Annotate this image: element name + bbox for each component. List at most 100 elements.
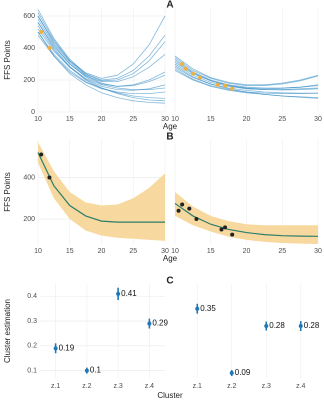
x-tick-label: z.4 [296, 383, 305, 390]
x-tick-label: 25 [278, 248, 286, 255]
curve [37, 25, 166, 102]
curve [174, 68, 319, 94]
curve [37, 18, 166, 87]
curve [174, 57, 319, 86]
x-tick-label: 15 [66, 248, 74, 255]
y-tick-label: 0.2 [27, 343, 37, 350]
x-tick-label: 25 [129, 248, 137, 255]
estimate-point [84, 368, 89, 373]
x-axis-label: Cluster [157, 391, 183, 400]
panel-label: B [166, 132, 173, 143]
x-tick-label: z.1 [51, 383, 60, 390]
x-tick-label: 10 [171, 248, 179, 255]
curve [174, 60, 319, 91]
x-tick-label: 20 [243, 116, 251, 123]
x-tick-label: z.2 [227, 383, 236, 390]
curve [37, 12, 166, 82]
data-point [215, 82, 220, 87]
x-tick-label: z.4 [145, 383, 154, 390]
data-point [230, 232, 235, 237]
x-tick-label: 20 [98, 248, 106, 255]
data-point [223, 225, 228, 230]
y-tick-label: 400 [23, 45, 35, 52]
value-label: 0.1 [90, 366, 102, 375]
value-label: 0.35 [200, 304, 216, 313]
y-axis-label: FFS Points [3, 40, 12, 80]
data-point [180, 202, 185, 207]
curve [37, 31, 166, 104]
x-tick-label: 10 [34, 116, 42, 123]
estimate-point [229, 371, 234, 376]
x-tick-label: z.3 [262, 383, 271, 390]
y-axis-label: Cluster estimation [3, 299, 12, 363]
x-tick-label: 25 [129, 116, 137, 123]
panel-label: C [166, 276, 173, 287]
x-tick-label: 15 [207, 116, 215, 123]
x-axis-label: Age [163, 254, 178, 263]
x-tick-label: z.1 [193, 383, 202, 390]
x-tick-label: 30 [314, 116, 322, 123]
curve [174, 66, 318, 94]
value-label: 0.19 [59, 343, 75, 352]
estimate-point [147, 321, 152, 326]
x-tick-label: 30 [314, 248, 322, 255]
x-tick-label: z.2 [82, 383, 91, 390]
x-tick-label: 10 [34, 248, 42, 255]
panel-label: A [166, 0, 173, 11]
y-tick-label: 0.1 [27, 367, 37, 374]
curve [37, 22, 166, 91]
data-point [230, 86, 235, 91]
value-label: 0.29 [152, 319, 168, 328]
x-tick-label: 15 [207, 248, 215, 255]
y-tick-label: 200 [23, 77, 35, 84]
data-point [39, 152, 44, 157]
estimate-point [53, 346, 58, 351]
value-label: 0.28 [269, 321, 285, 330]
value-label: 0.28 [304, 321, 320, 330]
data-point [219, 227, 224, 232]
x-tick-label: z.3 [113, 383, 122, 390]
x-tick-label: 30 [161, 248, 169, 255]
data-point [39, 30, 44, 34]
y-tick-label: 400 [23, 174, 35, 181]
x-tick-label: 20 [243, 248, 251, 255]
x-tick-label: 15 [66, 116, 74, 123]
x-tick-label: 25 [278, 116, 286, 123]
data-point [190, 71, 195, 76]
data-point [180, 62, 185, 66]
estimate-point [298, 324, 303, 329]
curve [174, 55, 319, 86]
fit-line [37, 152, 165, 223]
data-point [176, 208, 181, 213]
data-point [223, 83, 228, 88]
y-tick-label: 600 [23, 13, 35, 20]
data-point [187, 206, 192, 211]
value-label: 0.09 [235, 368, 251, 377]
value-label: 0.41 [121, 289, 137, 298]
fit-line [174, 202, 319, 237]
x-axis-label: Age [163, 122, 178, 131]
y-tick-label: 0 [31, 109, 35, 116]
estimate-point [195, 306, 200, 311]
y-tick-label: 0.3 [27, 318, 37, 325]
x-tick-label: 10 [171, 116, 179, 123]
curve [37, 22, 166, 82]
data-point [198, 75, 203, 80]
y-tick-label: 0.4 [27, 293, 37, 300]
confidence-band [38, 142, 165, 241]
curve [37, 9, 166, 81]
y-tick-label: 200 [23, 216, 35, 223]
data-point [183, 66, 188, 71]
curve [37, 15, 166, 87]
x-tick-label: 20 [98, 116, 106, 123]
y-axis-label: FFS Points [3, 172, 12, 212]
data-point [194, 217, 199, 222]
estimate-point [116, 291, 121, 296]
estimate-point [264, 324, 269, 329]
x-tick-label: 30 [161, 116, 169, 123]
confidence-band [175, 192, 318, 244]
data-point [47, 175, 52, 180]
curve [37, 15, 166, 79]
